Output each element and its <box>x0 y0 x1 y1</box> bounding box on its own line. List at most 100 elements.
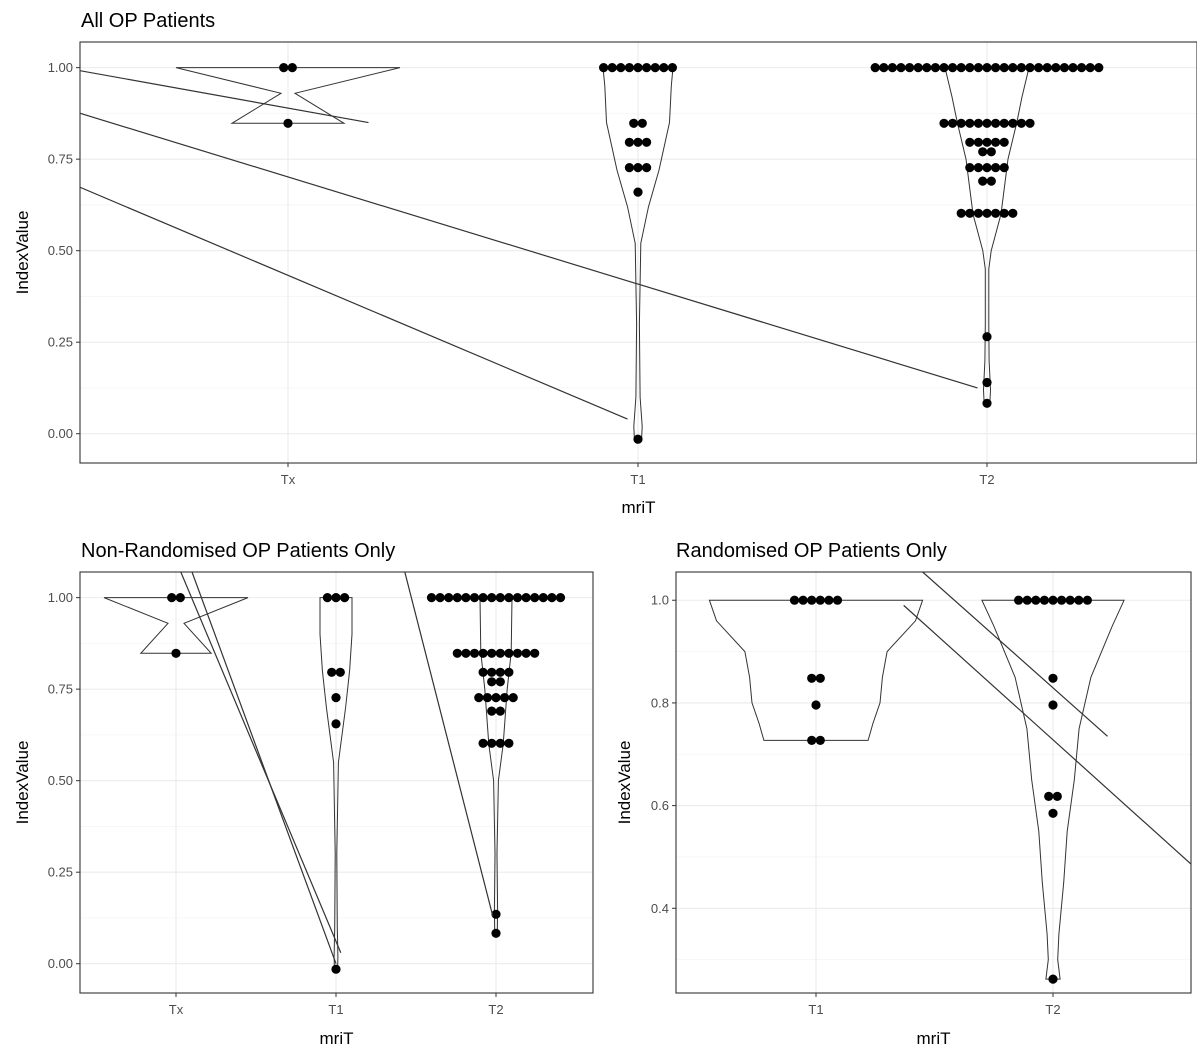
data-point <box>948 118 958 128</box>
trend-line <box>191 572 337 964</box>
data-point <box>555 593 566 603</box>
data-point <box>1014 595 1024 605</box>
data-point <box>633 63 643 73</box>
data-point <box>287 63 297 73</box>
x-tick-label: T2 <box>488 1002 503 1017</box>
data-point <box>832 595 843 605</box>
data-point <box>973 63 984 73</box>
data-point <box>798 595 808 605</box>
data-point <box>991 208 1001 218</box>
data-point <box>487 677 497 687</box>
data-point <box>331 593 341 603</box>
data-point <box>982 163 992 173</box>
trend-line <box>922 572 1108 737</box>
data-point <box>331 693 341 703</box>
data-point <box>973 137 984 147</box>
y-tick-label: 1.00 <box>48 590 73 605</box>
data-point <box>461 593 471 603</box>
data-point <box>978 176 988 186</box>
data-point <box>973 118 984 128</box>
data-point <box>982 208 992 218</box>
data-point <box>599 63 609 73</box>
data-point <box>624 137 635 147</box>
data-point <box>1034 63 1044 73</box>
data-point <box>547 593 557 603</box>
y-tick-label: 0.50 <box>48 243 73 258</box>
y-tick-label: 0.25 <box>48 335 73 350</box>
data-point <box>1008 118 1018 128</box>
panel-border <box>79 571 594 994</box>
data-point <box>478 667 488 677</box>
data-point <box>1068 63 1078 73</box>
data-point <box>973 163 984 173</box>
data-point <box>807 595 817 605</box>
trend-line <box>180 572 342 953</box>
data-point <box>973 208 984 218</box>
data-point <box>982 63 992 73</box>
data-point <box>512 648 523 658</box>
data-point <box>426 593 437 603</box>
data-point <box>991 137 1001 147</box>
data-point <box>956 208 966 218</box>
data-point <box>815 595 825 605</box>
data-point <box>500 693 510 703</box>
data-point <box>1048 974 1058 984</box>
data-point <box>616 63 626 73</box>
data-point <box>991 163 1001 173</box>
data-point <box>956 63 966 73</box>
data-point <box>322 593 332 603</box>
data-point <box>789 595 800 605</box>
data-point <box>167 593 177 603</box>
data-point <box>1022 595 1032 605</box>
data-point <box>340 593 350 603</box>
panel-border <box>79 41 1197 464</box>
data-point <box>1052 791 1062 802</box>
data-point <box>469 593 480 603</box>
data-point <box>487 667 497 677</box>
data-point <box>530 593 540 603</box>
data-point <box>999 63 1009 73</box>
data-point <box>913 63 923 73</box>
data-point <box>478 593 488 603</box>
data-point <box>1042 63 1052 73</box>
chart-title: All OP Patients <box>81 10 215 32</box>
trend-line <box>903 604 1191 865</box>
data-point <box>504 648 514 658</box>
trend-lines <box>180 572 494 964</box>
data-point <box>452 593 462 603</box>
y-tick-label: 0.4 <box>651 901 669 916</box>
data-point <box>487 738 497 748</box>
data-point <box>495 667 505 677</box>
data-point <box>999 163 1009 173</box>
data-point <box>1048 808 1058 818</box>
trend-line <box>404 572 494 917</box>
data-point <box>1048 673 1058 683</box>
data-point <box>495 648 505 658</box>
data-point <box>1044 791 1054 802</box>
data-point <box>1008 208 1018 218</box>
data-point <box>650 63 660 73</box>
trend-lines <box>80 70 978 420</box>
data-point <box>999 137 1009 147</box>
data-point <box>986 176 996 186</box>
chart-randomised-op-patients: Randomised OP Patients Only mriT IndexVa… <box>615 540 1192 1048</box>
x-tick-label: T2 <box>979 472 994 487</box>
data-point <box>478 648 488 658</box>
y-tick-label: 0.6 <box>651 798 669 813</box>
data-point <box>965 208 975 218</box>
data-point <box>1039 595 1049 605</box>
data-point <box>896 63 906 73</box>
x-tick-label: Tx <box>169 1002 184 1017</box>
data-point <box>495 677 505 687</box>
data-point <box>879 63 889 73</box>
data-point <box>815 735 825 746</box>
data-point <box>930 63 941 73</box>
trend-line <box>80 70 369 124</box>
data-point <box>283 118 293 128</box>
data-point <box>1025 63 1035 73</box>
data-point <box>335 667 345 677</box>
data-point <box>982 137 992 147</box>
gridlines <box>676 572 1191 993</box>
data-point <box>1077 63 1087 73</box>
